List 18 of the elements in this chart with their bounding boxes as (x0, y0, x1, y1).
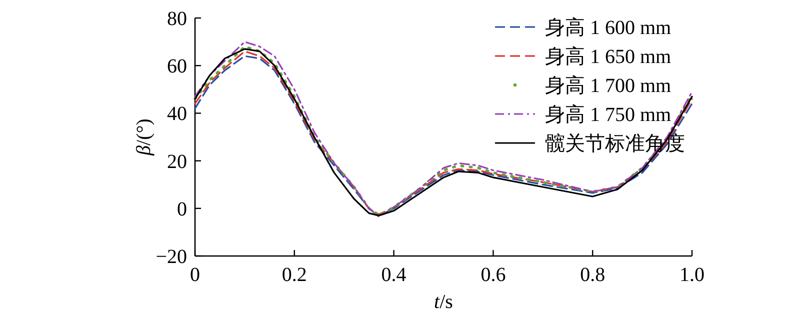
y-axis-title: β/(°) (133, 118, 155, 156)
y-tick-label: −20 (156, 246, 187, 268)
y-tick-label: 80 (167, 8, 187, 30)
legend-label: 身高 1 700 mm (545, 74, 672, 97)
y-tick-label: 60 (167, 56, 187, 78)
legend-label: 髋关节标准角度 (545, 133, 685, 155)
x-tick-label: 0.8 (580, 264, 606, 286)
x-tick-label: 1.0 (680, 264, 704, 286)
y-tick-label: 0 (177, 198, 187, 220)
y-tick-label: 20 (167, 150, 187, 173)
legend-label: 身高 1 600 mm (545, 16, 672, 39)
x-tick-label: 0.6 (480, 264, 506, 286)
legend-label: 身高 1 750 mm (545, 103, 672, 126)
x-axis-title: t/s (434, 291, 454, 313)
y-tick-label: 40 (167, 103, 187, 126)
x-tick-label: 0.2 (282, 264, 307, 286)
x-tick-label: 0.4 (381, 264, 406, 286)
legend-label: 身高 1 650 mm (545, 45, 672, 68)
